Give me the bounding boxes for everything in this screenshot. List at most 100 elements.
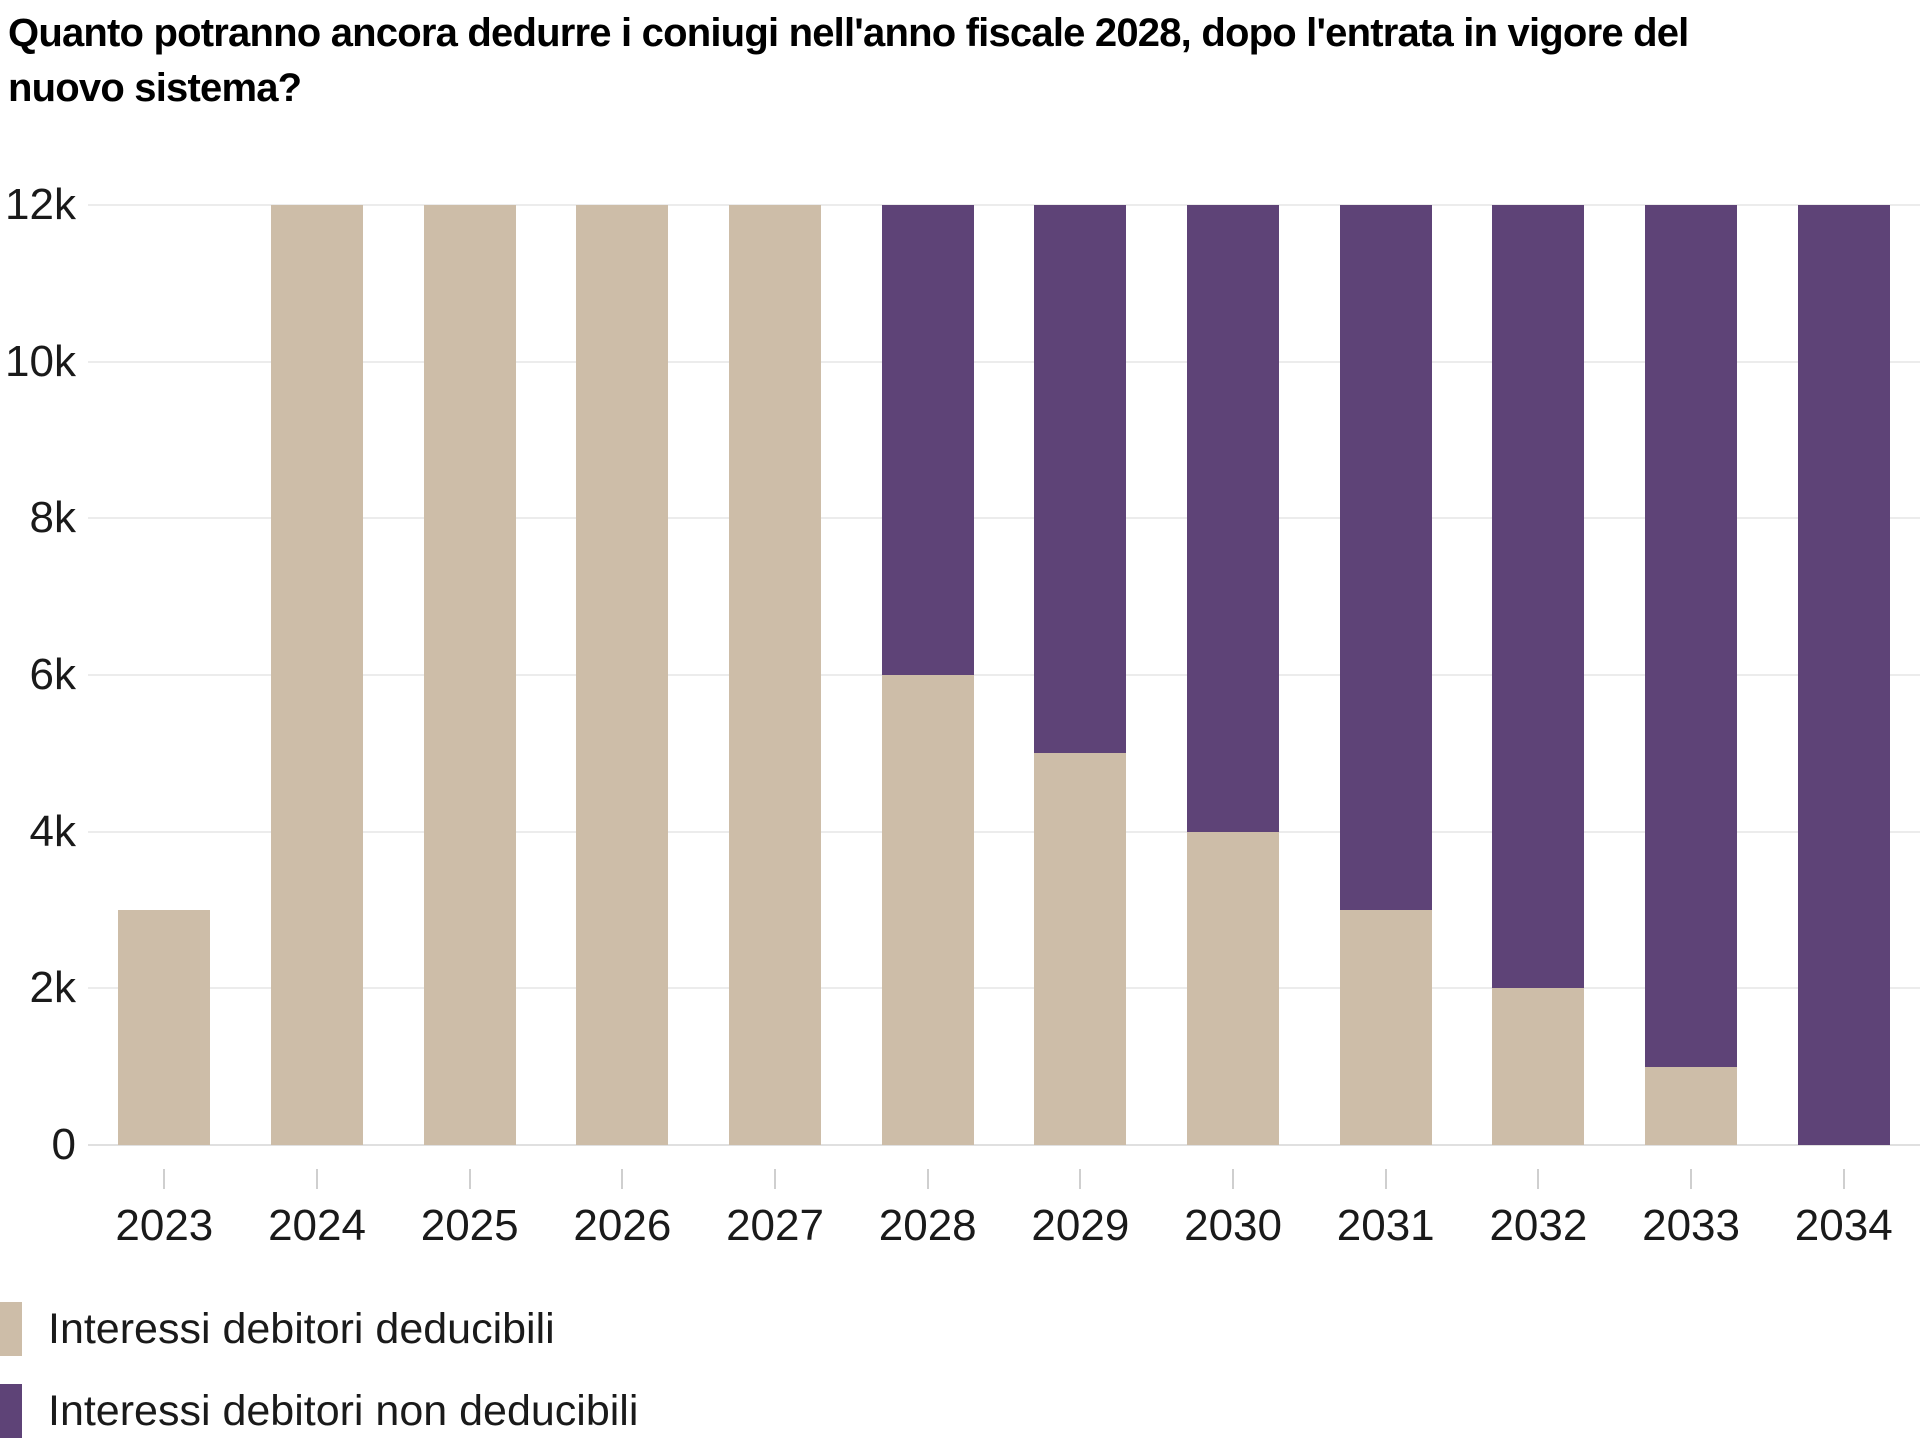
bar-segment-2029 [1034, 753, 1127, 1145]
legend-swatch-0 [0, 1302, 22, 1356]
x-tick-label-2033: 2033 [1642, 1201, 1740, 1250]
bar-stack-2032 [1492, 205, 1585, 1145]
x-cell-2034: 2034 [1767, 1145, 1920, 1251]
y-tick-label-2k: 2k [29, 963, 76, 1013]
x-tick-label-2029: 2029 [1031, 1201, 1130, 1250]
x-tick-2026 [621, 1169, 624, 1189]
bar-stack-2033 [1645, 205, 1738, 1145]
bar-stack-2029 [1034, 205, 1127, 1145]
x-axis: 2023 2024 2025 2026 2027 2028 2029 2030 2031 2032… [88, 1145, 1920, 1251]
x-cell-2028: 2028 [851, 1145, 1004, 1251]
x-tick-2030 [1232, 1169, 1235, 1189]
x-cell-2025: 2025 [393, 1145, 546, 1251]
bar-stack-2025 [423, 205, 516, 1145]
x-tick-label-2030: 2030 [1184, 1201, 1282, 1250]
bar-group-2033 [1615, 205, 1768, 1145]
gridline-2k [88, 987, 1920, 990]
bar-stack-2031 [1339, 205, 1432, 1145]
bar-group-2029 [1004, 205, 1157, 1145]
y-tick-label-12k: 12k [5, 180, 76, 229]
bar-segment-2032 [1492, 205, 1585, 989]
bar-stack-2027 [729, 205, 822, 1145]
bar-segment-2031 [1339, 205, 1432, 910]
gridline-0 [88, 1144, 1920, 1146]
bar-stack-2030 [1187, 205, 1280, 1145]
x-tick-2029 [1079, 1169, 1082, 1189]
x-tick-label-2025: 2025 [420, 1201, 519, 1250]
x-tick-label-2027: 2027 [726, 1201, 824, 1250]
bar-group-2023 [88, 205, 241, 1145]
x-cell-2032: 2032 [1462, 1145, 1615, 1251]
legend-swatch-1 [0, 1384, 22, 1438]
y-tick-label-0: 0 [51, 1120, 76, 1169]
bar-group-2034 [1767, 205, 1920, 1145]
x-tick-label-2028: 2028 [878, 1201, 977, 1250]
gridline-10k [88, 360, 1920, 363]
legend-label-1: Interessi debitori non deducibili [48, 1386, 639, 1435]
x-tick-2025 [468, 1169, 471, 1189]
y-tick-label-6k: 6k [29, 650, 76, 699]
y-tick-label-10k: 10k [5, 336, 76, 386]
x-tick-2023 [163, 1169, 166, 1189]
bar-group-2025 [393, 205, 546, 1145]
bar-segment-2027 [729, 205, 822, 1145]
bar-group-2031 [1309, 205, 1462, 1145]
bar-segment-2033 [1645, 1066, 1738, 1145]
x-tick-label-2031: 2031 [1336, 1201, 1435, 1250]
x-cell-2031: 2031 [1309, 1145, 1462, 1251]
bar-segment-2028 [881, 675, 974, 1145]
x-tick-label-2034: 2034 [1794, 1201, 1893, 1250]
bar-segment-2025 [423, 205, 516, 1145]
gridline-6k [88, 674, 1920, 676]
gridline-12k [88, 204, 1920, 206]
bar-stack-2034 [1797, 205, 1890, 1145]
x-tick-label-2032: 2032 [1489, 1201, 1588, 1250]
plot-area [88, 204, 1920, 1146]
bar-group-2024 [241, 205, 394, 1145]
x-tick-label-2023: 2023 [115, 1201, 214, 1250]
x-cell-2027: 2027 [699, 1145, 852, 1251]
x-cell-2026: 2026 [546, 1145, 699, 1251]
bar-group-2027 [699, 205, 852, 1145]
bar-segment-2033 [1645, 205, 1738, 1067]
y-tick-label-8k: 8k [29, 493, 76, 543]
bar-segment-2026 [576, 205, 669, 1145]
x-tick-2027 [774, 1169, 777, 1189]
bar-segment-2030 [1187, 831, 1280, 1145]
bar-group-2030 [1157, 205, 1310, 1145]
bar-segment-2029 [1034, 205, 1127, 754]
x-tick-label-2026: 2026 [573, 1201, 672, 1250]
bar-segment-2032 [1492, 988, 1585, 1145]
bars [88, 205, 1920, 1145]
bar-segment-2024 [271, 205, 363, 1145]
bar-segment-2028 [881, 205, 974, 675]
x-cell-2023: 2023 [88, 1145, 241, 1251]
x-cell-2024: 2024 [241, 1145, 394, 1251]
bar-segment-2034 [1797, 205, 1890, 1145]
bar-group-2032 [1462, 205, 1615, 1145]
x-tick-2034 [1842, 1169, 1845, 1189]
legend-item-0: Interessi debitori deducibili [0, 1302, 638, 1356]
bar-segment-2030 [1187, 205, 1280, 832]
bar-stack-2023 [118, 205, 211, 1145]
bar-group-2028 [851, 205, 1004, 1145]
y-tick-label-4k: 4k [29, 806, 76, 856]
bar-stack-2028 [881, 205, 974, 1145]
x-tick-label-2024: 2024 [268, 1201, 366, 1250]
bar-stack-2026 [576, 205, 669, 1145]
legend-item-1: Interessi debitori non deducibili [0, 1384, 638, 1438]
legend-label-0: Interessi debitori deducibili [48, 1304, 555, 1353]
x-tick-2024 [316, 1169, 318, 1189]
x-tick-2028 [926, 1169, 929, 1189]
legend: Interessi debitori deducibili Interessi d… [0, 1302, 638, 1438]
bar-group-2026 [546, 205, 699, 1145]
gridline-4k [88, 830, 1920, 833]
bar-segment-2023 [118, 910, 211, 1145]
x-cell-2029: 2029 [1004, 1145, 1157, 1251]
chart-title: Quanto potranno ancora dedurre i coniugi… [8, 11, 1689, 110]
x-cell-2030: 2030 [1157, 1145, 1310, 1251]
bar-segment-2031 [1339, 910, 1432, 1145]
bar-stack-2024 [271, 205, 363, 1145]
x-tick-2031 [1384, 1169, 1387, 1189]
